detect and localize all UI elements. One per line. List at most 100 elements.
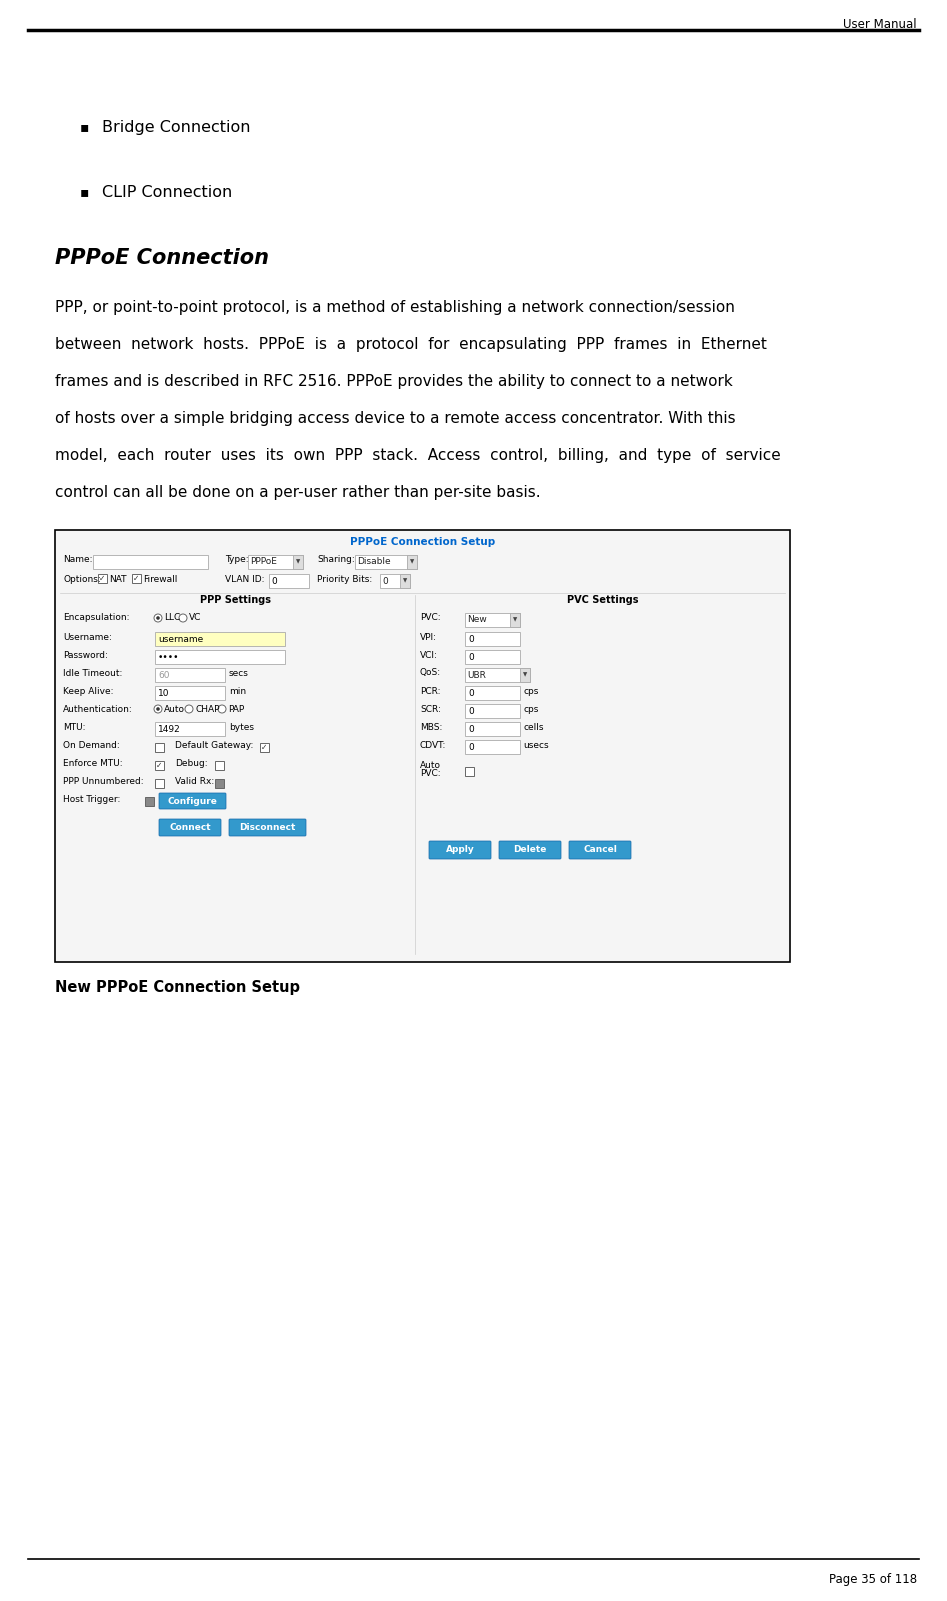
Bar	[465, 668, 530, 682]
Bar	[145, 797, 154, 805]
Text: 1492: 1492	[158, 725, 181, 733]
Text: PPP Settings: PPP Settings	[200, 596, 271, 605]
Text: Apply: Apply	[446, 845, 474, 855]
Text: ✓: ✓	[134, 575, 140, 583]
Text: Encapsulation:: Encapsulation:	[63, 613, 130, 623]
Text: PVC:: PVC:	[420, 613, 440, 623]
Bar	[215, 760, 224, 770]
Bar	[55, 530, 790, 962]
Bar	[407, 556, 417, 568]
Bar	[155, 650, 285, 664]
Text: Bridge Connection: Bridge Connection	[102, 120, 251, 134]
FancyBboxPatch shape	[159, 820, 221, 836]
Text: Host Trigger:: Host Trigger:	[63, 794, 120, 804]
Text: Default Gateway:: Default Gateway:	[175, 741, 254, 749]
Circle shape	[179, 615, 187, 623]
Text: Password:: Password:	[63, 650, 108, 660]
FancyBboxPatch shape	[499, 841, 561, 860]
Text: 0: 0	[468, 688, 474, 698]
Bar	[132, 575, 141, 583]
Text: 0: 0	[468, 743, 474, 751]
Bar	[155, 780, 164, 788]
Text: Cancel: Cancel	[583, 845, 616, 855]
Bar	[260, 743, 269, 752]
Bar	[380, 575, 410, 588]
Text: PAP: PAP	[228, 704, 244, 714]
Text: 0: 0	[271, 576, 277, 586]
Text: Connect: Connect	[170, 823, 211, 833]
Bar	[155, 632, 285, 645]
Text: 10: 10	[158, 688, 170, 698]
Text: usecs: usecs	[523, 741, 548, 749]
Bar	[155, 685, 225, 700]
Text: 0: 0	[468, 634, 474, 644]
FancyBboxPatch shape	[429, 841, 491, 860]
Text: ✓: ✓	[156, 760, 163, 770]
Circle shape	[218, 704, 226, 712]
Bar	[510, 613, 520, 628]
Bar	[465, 722, 520, 736]
Circle shape	[156, 616, 160, 620]
Text: cps: cps	[523, 687, 539, 695]
Text: CHAP: CHAP	[195, 704, 220, 714]
Text: PVC Settings: PVC Settings	[566, 596, 638, 605]
Text: Configure: Configure	[168, 797, 218, 805]
Text: PPPoE: PPPoE	[250, 557, 277, 567]
Text: User Manual: User Manual	[844, 18, 917, 30]
Bar	[465, 685, 520, 700]
Text: 0: 0	[468, 706, 474, 716]
Text: 60: 60	[158, 671, 170, 679]
Text: Firewall: Firewall	[143, 575, 177, 583]
Text: ▪: ▪	[80, 186, 89, 199]
Text: Type:: Type:	[225, 556, 249, 565]
Text: VC: VC	[189, 613, 202, 623]
Text: PPPoE Connection: PPPoE Connection	[55, 248, 269, 267]
Text: ▼: ▼	[295, 559, 300, 565]
Bar	[465, 632, 520, 645]
Text: PCR:: PCR:	[420, 687, 440, 695]
Text: cps: cps	[523, 704, 539, 714]
Text: Disconnect: Disconnect	[240, 823, 295, 833]
Text: control can all be done on a per-user rather than per-site basis.: control can all be done on a per-user ra…	[55, 485, 541, 500]
Text: between  network  hosts.  PPPoE  is  a  protocol  for  encapsulating  PPP  frame: between network hosts. PPPoE is a protoc…	[55, 336, 767, 352]
Text: model,  each  router  uses  its  own  PPP  stack.  Access  control,  billing,  a: model, each router uses its own PPP stac…	[55, 448, 780, 463]
Bar	[155, 722, 225, 736]
Text: Valid Rx:: Valid Rx:	[175, 776, 214, 786]
Text: VPI:: VPI:	[420, 632, 437, 642]
Text: Idle Timeout:: Idle Timeout:	[63, 669, 122, 677]
Bar	[98, 575, 107, 583]
Circle shape	[154, 704, 162, 712]
Text: Username:: Username:	[63, 632, 112, 642]
Text: Authentication:: Authentication:	[63, 704, 133, 714]
Text: frames and is described in RFC 2516. PPPoE provides the ability to connect to a : frames and is described in RFC 2516. PPP…	[55, 375, 733, 389]
Bar	[355, 556, 417, 568]
Text: VLAN ID:: VLAN ID:	[225, 575, 264, 583]
Text: ▼: ▼	[402, 578, 407, 583]
FancyBboxPatch shape	[229, 820, 306, 836]
Bar	[93, 556, 208, 568]
Bar	[465, 767, 474, 776]
Text: NAT: NAT	[109, 575, 127, 583]
Text: username: username	[158, 634, 204, 644]
Text: Enforce MTU:: Enforce MTU:	[63, 759, 122, 767]
FancyBboxPatch shape	[569, 841, 631, 860]
Text: 0: 0	[468, 653, 474, 661]
Circle shape	[156, 708, 160, 711]
Bar	[215, 780, 224, 788]
Text: 0: 0	[382, 576, 387, 586]
Text: Auto: Auto	[420, 760, 441, 770]
Text: PPPoE Connection Setup: PPPoE Connection Setup	[349, 536, 495, 548]
Circle shape	[154, 615, 162, 623]
Text: SCR:: SCR:	[420, 704, 441, 714]
Text: Sharing:: Sharing:	[317, 556, 355, 565]
Text: ▼: ▼	[410, 559, 414, 565]
Bar	[269, 575, 309, 588]
Text: VCI:: VCI:	[420, 650, 438, 660]
Bar	[465, 704, 520, 717]
Text: ▪: ▪	[80, 120, 89, 134]
Text: Debug:: Debug:	[175, 759, 207, 767]
Bar	[248, 556, 303, 568]
Text: On Demand:: On Demand:	[63, 741, 119, 749]
Text: PPP, or point-to-point protocol, is a method of establishing a network connectio: PPP, or point-to-point protocol, is a me…	[55, 299, 735, 315]
FancyBboxPatch shape	[159, 792, 226, 809]
